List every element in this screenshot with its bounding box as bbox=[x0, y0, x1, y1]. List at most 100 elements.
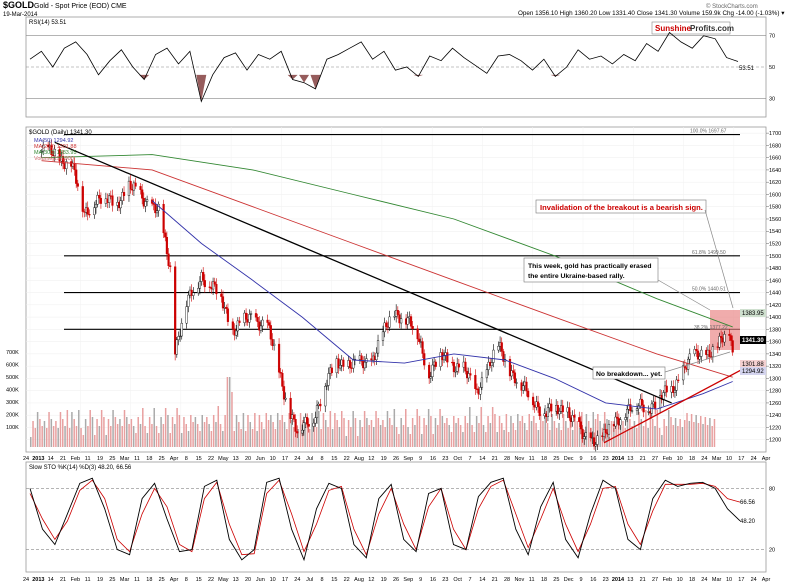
volume-bar bbox=[379, 425, 382, 447]
volume-bar bbox=[242, 413, 245, 447]
candle-body bbox=[40, 151, 43, 153]
x-tick-label: 21 bbox=[492, 456, 498, 462]
volume-bar bbox=[190, 415, 192, 447]
annotation-no-breakdown: No breakdown... yet. bbox=[592, 351, 731, 380]
price-legend: $GOLD (Daily) 1341.30 bbox=[29, 130, 92, 136]
volume-bar bbox=[517, 414, 519, 447]
volume-bar bbox=[706, 425, 709, 447]
x-tick-label: Jul bbox=[306, 456, 313, 462]
volume-bar bbox=[670, 417, 672, 447]
volume-bar bbox=[585, 414, 588, 447]
volume-bar bbox=[212, 415, 215, 447]
svg-text:No breakdown... yet.: No breakdown... yet. bbox=[596, 371, 662, 378]
candle-body bbox=[306, 417, 309, 425]
x-tick-label: 25 bbox=[159, 456, 165, 462]
x-tick-label: 15 bbox=[196, 456, 202, 462]
volume-bar bbox=[135, 433, 137, 447]
volume-bar bbox=[382, 420, 384, 447]
candle-body bbox=[235, 330, 238, 336]
x-tick-label: 24 bbox=[701, 456, 707, 462]
volume-bar bbox=[254, 413, 256, 447]
chart-symbol: $GOLD bbox=[3, 0, 35, 10]
candle-body bbox=[525, 381, 528, 392]
candle-body bbox=[284, 397, 287, 400]
volume-bar bbox=[82, 435, 85, 447]
candle-body bbox=[400, 318, 403, 324]
price-tick-label: 1700 bbox=[769, 131, 781, 137]
volume-bar bbox=[87, 426, 89, 447]
volume-bar bbox=[185, 424, 187, 447]
candle-body bbox=[624, 417, 627, 420]
price-tick-label: 1580 bbox=[769, 205, 781, 211]
price-tick-label: 1420 bbox=[769, 303, 781, 309]
volume-tick-label: 300K bbox=[6, 400, 19, 406]
candle-body bbox=[695, 349, 698, 352]
candle-body bbox=[385, 322, 388, 327]
candle-body bbox=[211, 281, 215, 290]
volume-bar bbox=[619, 426, 622, 447]
volume-bar bbox=[71, 412, 73, 447]
svg-text:Invalidation of the breakout i: Invalidation of the breakout is a bearis… bbox=[540, 203, 703, 212]
volume-bar bbox=[114, 417, 117, 447]
volume-bar bbox=[201, 415, 203, 447]
candle-body bbox=[185, 306, 188, 324]
svg-text:1383.95: 1383.95 bbox=[742, 311, 764, 317]
volume-bar bbox=[569, 412, 572, 447]
volume-bar bbox=[510, 416, 512, 447]
rsi-value-label: 53.51 bbox=[739, 66, 755, 72]
volume-bar bbox=[562, 414, 565, 447]
volume-bar bbox=[334, 413, 336, 447]
volume-bar bbox=[338, 427, 341, 447]
x-tick-label: 22 bbox=[344, 577, 350, 583]
candle-body bbox=[225, 306, 228, 309]
volume-bar bbox=[192, 422, 194, 447]
x-tick-label: 11 bbox=[529, 456, 535, 462]
candle-body bbox=[421, 341, 424, 354]
price-tick-label: 1440 bbox=[769, 291, 781, 297]
candle-body bbox=[607, 423, 611, 435]
x-tick-label: Mar bbox=[712, 456, 722, 462]
volume-bar bbox=[306, 422, 309, 447]
x-tick-label: Apr bbox=[762, 577, 771, 583]
sto-slow-label: 66.56 bbox=[740, 500, 756, 506]
volume-bar bbox=[448, 425, 450, 447]
volume-bar bbox=[107, 419, 110, 447]
volume-bar bbox=[480, 407, 482, 447]
volume-bar bbox=[551, 414, 553, 447]
volume-bar bbox=[315, 427, 318, 447]
volume-bar bbox=[215, 422, 217, 447]
volume-bar bbox=[340, 411, 343, 447]
x-tick-label: 24 bbox=[23, 577, 29, 583]
candle-body bbox=[616, 416, 619, 419]
volume-bar bbox=[453, 416, 455, 447]
volume-bar bbox=[482, 425, 485, 447]
volume-bar bbox=[318, 411, 320, 447]
candle-body bbox=[192, 292, 195, 296]
volume-bar bbox=[544, 405, 546, 447]
x-tick-label: Oct bbox=[453, 577, 462, 583]
x-tick-label: 28 bbox=[504, 456, 510, 462]
volume-bar bbox=[320, 429, 322, 447]
volume-bar bbox=[260, 422, 263, 447]
volume-bar bbox=[304, 427, 306, 447]
candle-body bbox=[527, 390, 530, 398]
volume-bar bbox=[299, 413, 302, 447]
x-tick-label: 11 bbox=[85, 456, 91, 462]
candle-body bbox=[536, 401, 540, 407]
volume-bar bbox=[142, 408, 144, 447]
volume-bar bbox=[391, 425, 393, 447]
volume-bar bbox=[400, 418, 402, 447]
x-tick-label: 9 bbox=[579, 456, 582, 462]
rsi-tick-label: 70 bbox=[769, 34, 775, 40]
candle-body bbox=[73, 162, 76, 171]
ma300-tag bbox=[740, 309, 766, 317]
fib-label: 38.2% 1377.22 bbox=[694, 325, 728, 331]
candle-body bbox=[167, 253, 170, 266]
x-tick-label: 9 bbox=[579, 577, 582, 583]
candle-body bbox=[259, 325, 263, 331]
candle-body bbox=[584, 432, 587, 437]
candle-body bbox=[388, 316, 391, 328]
volume-bar bbox=[624, 428, 627, 447]
volume-bar bbox=[512, 423, 514, 447]
price-tick-label: 1480 bbox=[769, 266, 781, 272]
